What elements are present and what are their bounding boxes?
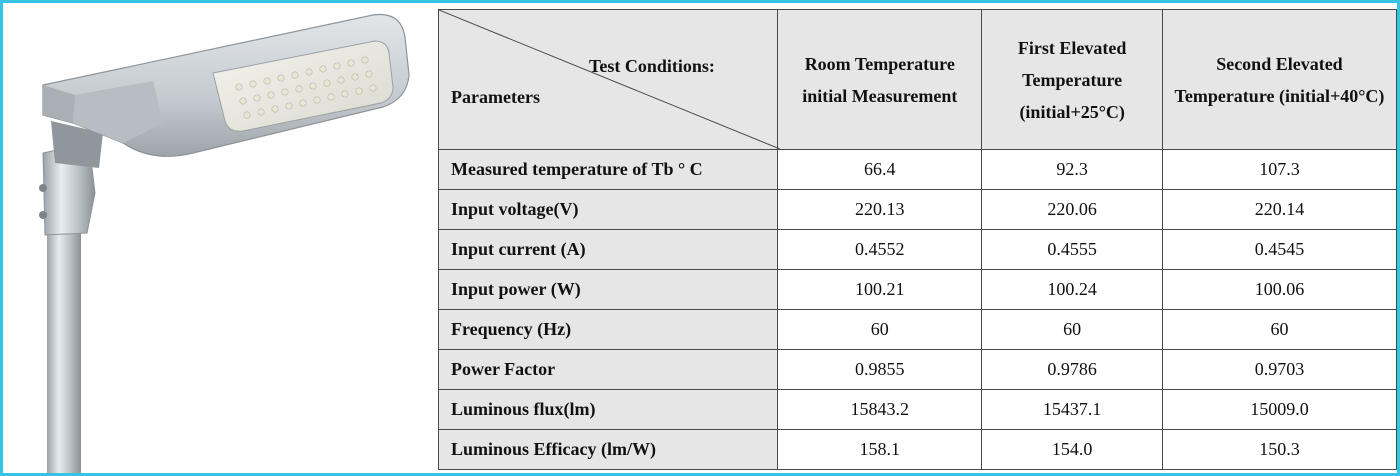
value-cell: 60 [981, 309, 1163, 350]
row-label: Power Factor [437, 349, 779, 390]
table-row: Input voltage(V) 220.13 220.06 220.14 [437, 189, 1398, 230]
row-label: Frequency (Hz) [437, 309, 779, 350]
table-header-row: Test Conditions: Parameters Room Tempera… [437, 9, 1398, 150]
value-cell: 220.06 [981, 189, 1163, 230]
column-header-second-elevated: Second Elevated Temperature (initial+40°… [1161, 9, 1398, 150]
table-body: Measured temperature of Tb ° C 66.4 92.3 10… [437, 149, 1398, 470]
value-cell: 0.4545 [1161, 229, 1398, 270]
value-cell: 100.06 [1161, 269, 1398, 310]
value-cell: 60 [777, 309, 983, 350]
value-cell: 100.21 [777, 269, 983, 310]
value-cell: 107.3 [1161, 149, 1398, 190]
table-row: Frequency (Hz) 60 60 60 [437, 309, 1398, 350]
value-cell: 15009.0 [1161, 389, 1398, 430]
row-label: Luminous flux(lm) [437, 389, 779, 430]
value-cell: 0.9786 [981, 349, 1163, 390]
row-label: Input voltage(V) [437, 189, 779, 230]
diagonal-divider [439, 10, 780, 149]
value-cell: 15437.1 [981, 389, 1163, 430]
value-cell: 220.13 [777, 189, 983, 230]
corner-header-cell: Test Conditions: Parameters [437, 9, 780, 150]
table-row: Input power (W) 100.21 100.24 100.06 [437, 269, 1398, 310]
value-cell: 92.3 [981, 149, 1163, 190]
table-row: Power Factor 0.9855 0.9786 0.9703 [437, 349, 1398, 390]
value-cell: 0.4552 [777, 229, 983, 270]
row-label: Input current (A) [437, 229, 779, 270]
column-header-room: Room Temperature initial Measurement [777, 9, 983, 150]
row-label: Luminous Efficacy (lm/W) [437, 429, 779, 470]
test-results-table: Test Conditions: Parameters Room Tempera… [437, 9, 1398, 470]
value-cell: 0.9703 [1161, 349, 1398, 390]
value-cell: 15843.2 [777, 389, 983, 430]
value-cell: 154.0 [981, 429, 1163, 470]
test-conditions-label: Test Conditions: [589, 56, 715, 76]
value-cell: 100.24 [981, 269, 1163, 310]
value-cell: 220.14 [1161, 189, 1398, 230]
row-label: Measured temperature of Tb ° C [437, 149, 779, 190]
value-cell: 60 [1161, 309, 1398, 350]
value-cell: 150.3 [1161, 429, 1398, 470]
value-cell: 66.4 [777, 149, 983, 190]
value-cell: 0.9855 [777, 349, 983, 390]
parameters-label: Parameters [451, 87, 540, 107]
value-cell: 158.1 [777, 429, 983, 470]
table-row: Measured temperature of Tb ° C 66.4 92.3 10… [437, 149, 1398, 190]
table-row: Luminous Efficacy (lm/W) 158.1 154.0 150.3 [437, 429, 1398, 470]
row-label: Input power (W) [437, 269, 779, 310]
street-light-photo [3, 3, 435, 473]
column-header-first-elevated: First Elevated Temperature (initial+25°C… [981, 9, 1163, 150]
value-cell: 0.4555 [981, 229, 1163, 270]
table-row: Input current (A) 0.4552 0.4555 0.4545 [437, 229, 1398, 270]
table-row: Luminous flux(lm) 15843.2 15437.1 15009.0 [437, 389, 1398, 430]
